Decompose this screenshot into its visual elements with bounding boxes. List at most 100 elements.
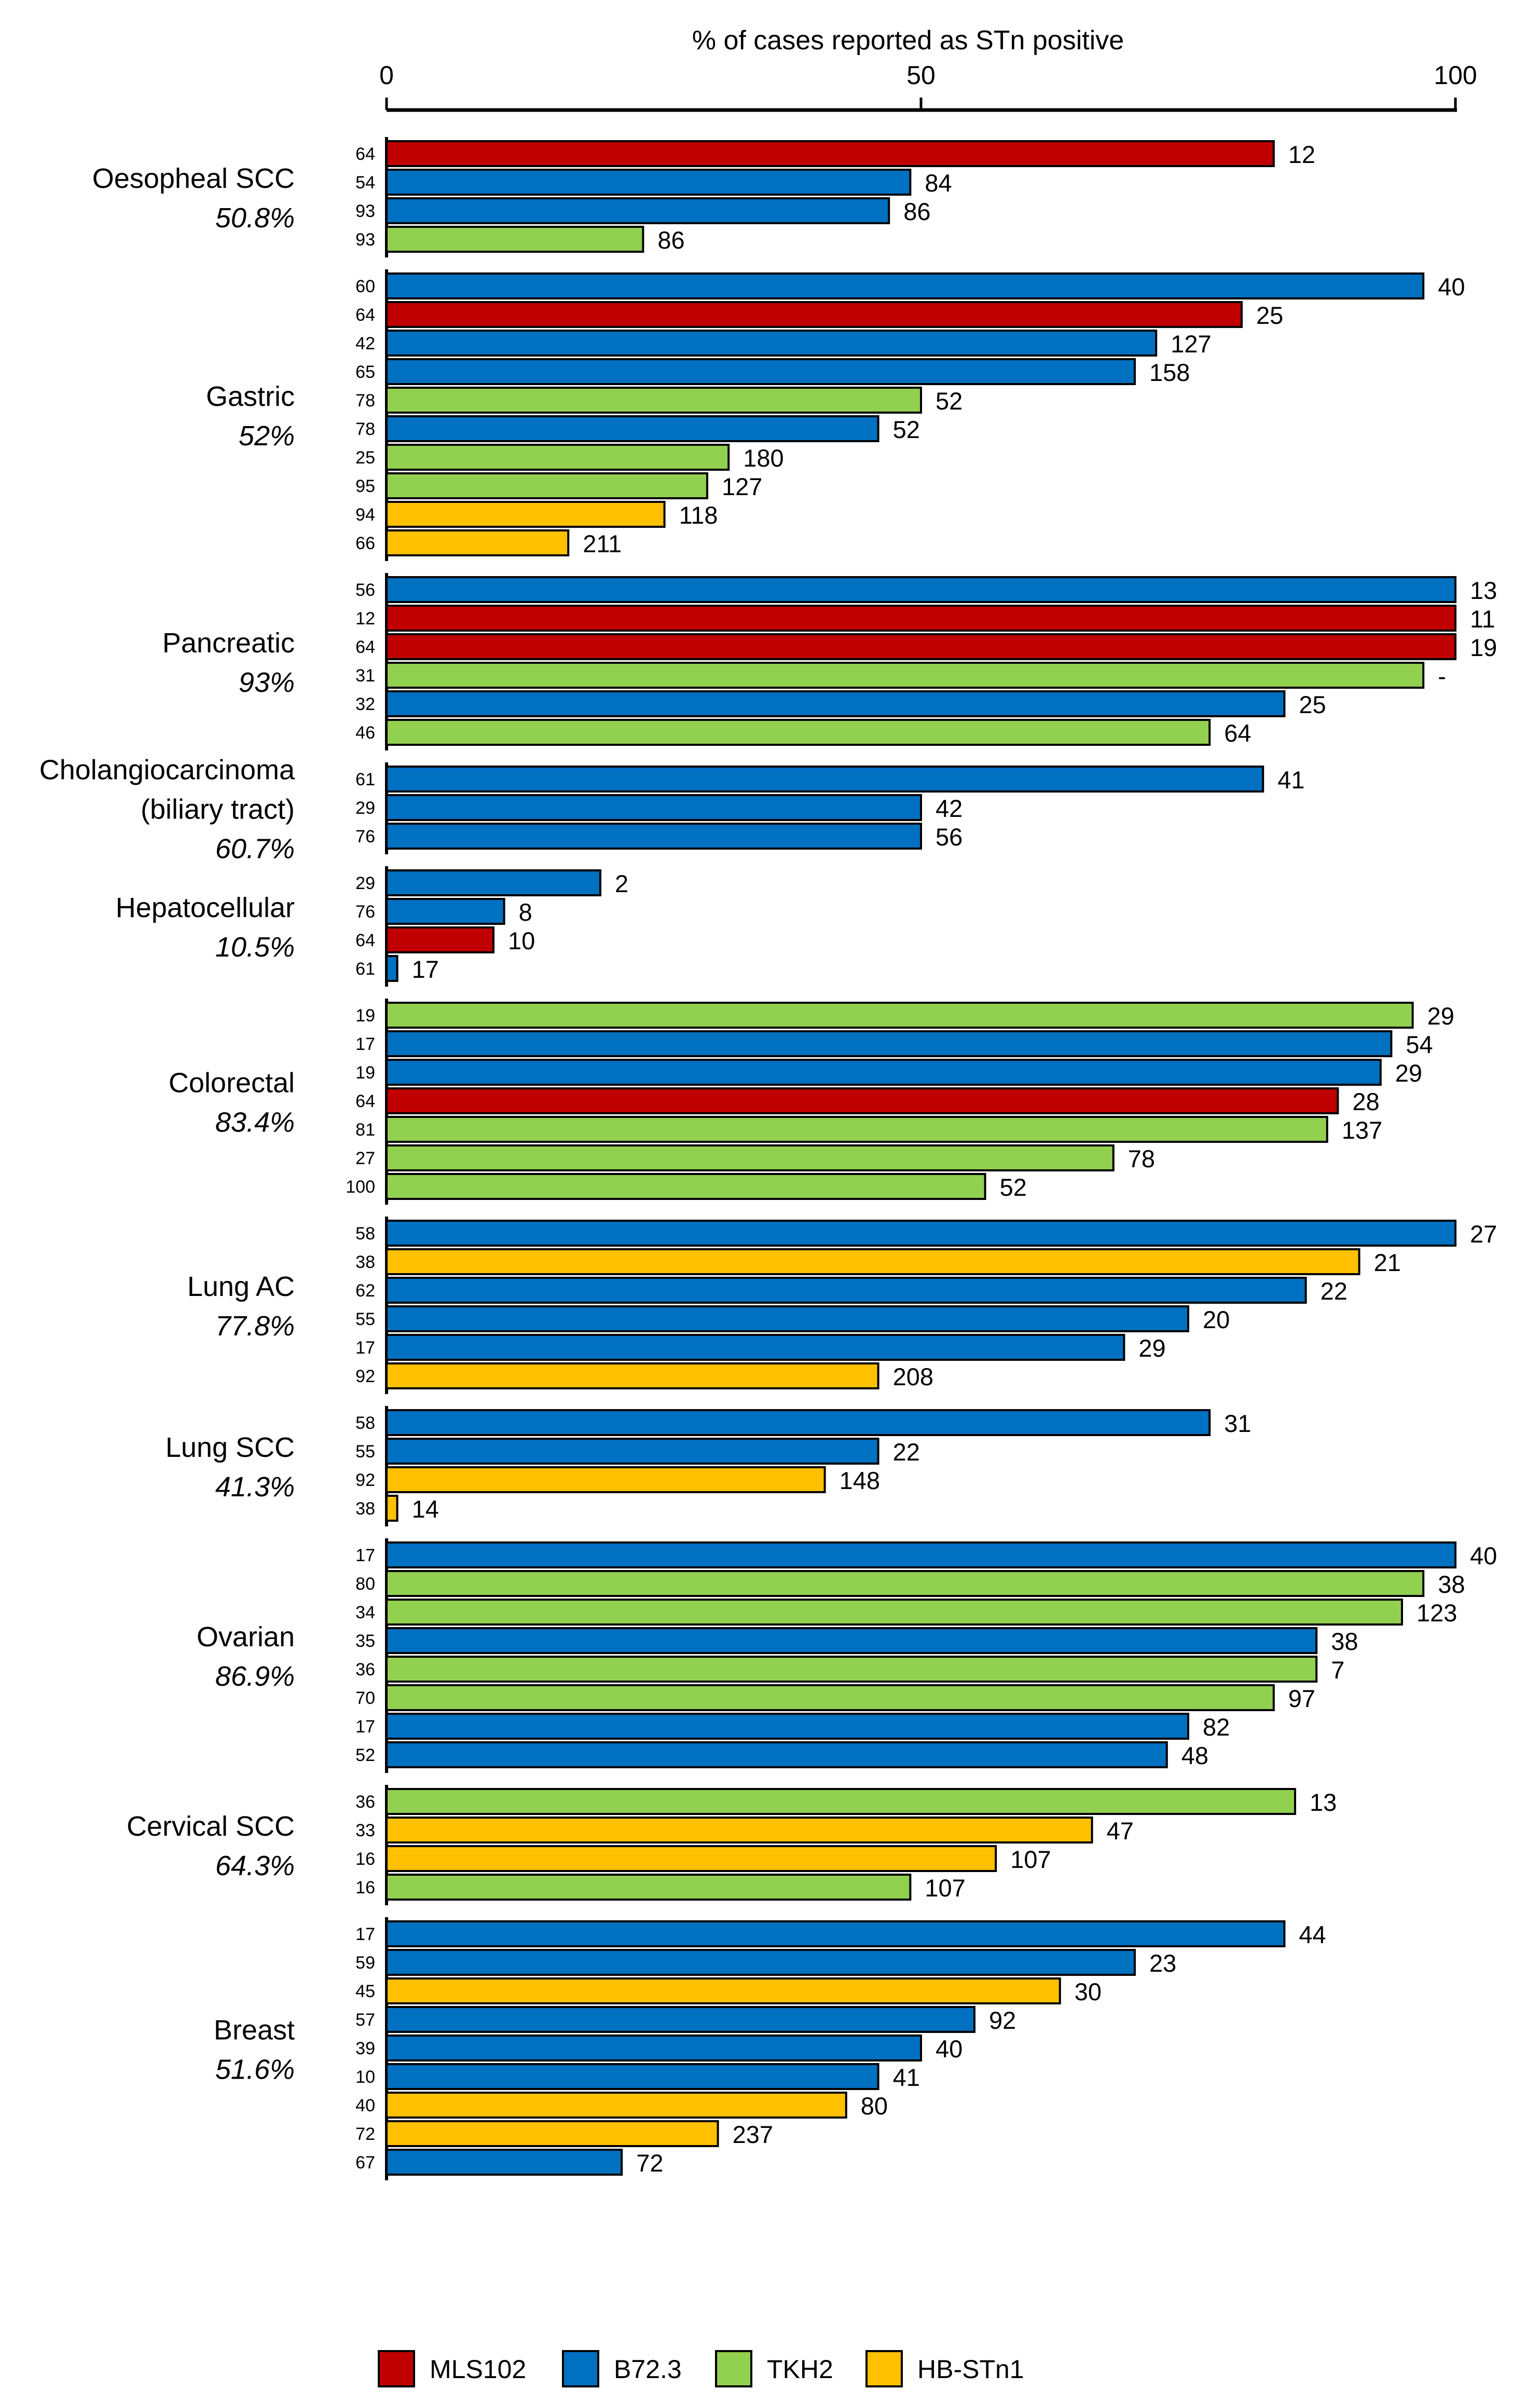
- bar-n-label-9-3: 107: [925, 1874, 965, 1902]
- bar-6-5: [386, 1362, 879, 1389]
- bar-n-label-8-5: 97: [1288, 1685, 1315, 1712]
- group-pct-7: 41.3%: [215, 1471, 295, 1503]
- bar-ref-label-10-4: 39: [355, 2039, 375, 2058]
- group-pct-4: 10.5%: [215, 932, 295, 963]
- bar-n-label-5-2: 29: [1395, 1059, 1422, 1087]
- bar-ref-label-8-5: 70: [355, 1688, 375, 1708]
- bar-4-0: [386, 869, 601, 896]
- bar-0-0: [386, 140, 1275, 167]
- bar-6-1: [386, 1248, 1360, 1275]
- bar-n-label-2-1: 11: [1470, 605, 1495, 633]
- group-pct-8: 86.9%: [215, 1661, 295, 1692]
- bar-ref-label-1-0: 60: [355, 277, 375, 296]
- bar-1-0: [386, 272, 1425, 299]
- group-name-6: Lung AC: [187, 1271, 295, 1302]
- bar-2-5: [386, 719, 1211, 746]
- bar-5-6: [386, 1173, 986, 1200]
- bar-1-4: [386, 387, 922, 414]
- bar-ref-label-6-1: 38: [355, 1252, 375, 1272]
- bar-ref-label-10-1: 59: [355, 1953, 375, 1973]
- group-pct-0: 50.8%: [215, 202, 295, 234]
- bar-ref-label-4-2: 64: [355, 931, 375, 950]
- bar-ref-label-10-7: 72: [355, 2124, 375, 2144]
- bar-ref-label-4-0: 29: [355, 873, 375, 893]
- bar-n-label-5-5: 78: [1128, 1145, 1155, 1172]
- bar-1-2: [386, 330, 1158, 357]
- bar-10-4: [386, 2035, 922, 2061]
- group-name-5: Colorectal: [169, 1068, 295, 1099]
- bar-1-3: [386, 358, 1136, 385]
- bar-ref-label-10-0: 17: [355, 1924, 375, 1944]
- bar-n-label-10-0: 44: [1299, 1921, 1326, 1948]
- bar-ref-label-5-3: 64: [355, 1091, 375, 1111]
- bar-5-1: [386, 1030, 1393, 1057]
- bar-ref-label-5-2: 19: [355, 1063, 375, 1083]
- bar-n-label-8-4: 7: [1331, 1656, 1344, 1684]
- bar-ref-label-2-2: 64: [355, 637, 375, 657]
- bar-n-label-6-1: 21: [1374, 1249, 1401, 1276]
- bar-1-9: [386, 529, 570, 556]
- bar-n-label-7-3: 14: [412, 1495, 439, 1523]
- bar-ref-label-3-1: 29: [355, 798, 375, 818]
- bar-2-1: [386, 605, 1456, 632]
- bar-n-label-1-3: 158: [1149, 359, 1190, 386]
- legend-label-1: B72.3: [614, 2355, 682, 2384]
- bar-5-2: [386, 1059, 1382, 1086]
- bar-ref-label-9-1: 33: [355, 1821, 375, 1840]
- bar-n-label-5-3: 28: [1352, 1088, 1379, 1115]
- bar-4-3: [386, 955, 398, 982]
- bar-ref-label-0-2: 93: [355, 201, 375, 221]
- bar-ref-label-1-5: 78: [355, 419, 375, 439]
- bar-6-0: [386, 1220, 1456, 1247]
- bar-n-label-8-3: 38: [1331, 1628, 1358, 1655]
- group-pct-9: 64.3%: [215, 1850, 295, 1881]
- bar-ref-label-1-4: 78: [355, 391, 375, 411]
- bar-5-3: [386, 1087, 1339, 1114]
- bar-1-1: [386, 301, 1243, 328]
- group-pct-2: 93%: [239, 667, 295, 698]
- bar-10-6: [386, 2092, 847, 2119]
- bar-7-0: [386, 1409, 1211, 1436]
- bar-ref-label-6-0: 58: [355, 1224, 375, 1244]
- bar-ref-label-2-5: 46: [355, 723, 375, 743]
- bar-n-label-7-0: 31: [1224, 1410, 1251, 1437]
- bar-5-0: [386, 1002, 1414, 1029]
- bar-ref-label-8-2: 34: [355, 1603, 375, 1622]
- bar-3-2: [386, 823, 922, 850]
- bar-n-label-2-4: 25: [1299, 691, 1326, 718]
- group-pct-1: 52%: [239, 420, 295, 452]
- bar-3-1: [386, 794, 922, 821]
- bar-ref-label-7-0: 58: [355, 1413, 375, 1433]
- bar-5-5: [386, 1144, 1115, 1171]
- bar-n-label-0-3: 86: [657, 226, 684, 254]
- bar-0-1: [386, 169, 912, 196]
- bar-n-label-10-6: 80: [861, 2092, 888, 2120]
- bar-ref-label-6-5: 92: [355, 1367, 375, 1386]
- bar-1-5: [386, 415, 879, 442]
- bar-n-label-8-1: 38: [1438, 1571, 1465, 1598]
- bar-n-label-4-2: 10: [508, 927, 535, 954]
- bar-ref-label-1-7: 95: [355, 476, 375, 496]
- legend-swatch-3: [865, 2350, 903, 2387]
- x-axis-title: % of cases reported as STn positive: [692, 25, 1124, 56]
- bar-ref-label-5-4: 81: [355, 1120, 375, 1140]
- bar-ref-label-10-8: 67: [355, 2153, 375, 2173]
- bar-1-8: [386, 501, 666, 528]
- bar-ref-label-5-1: 17: [355, 1034, 375, 1054]
- bar-n-label-9-1: 47: [1107, 1817, 1134, 1845]
- bar-n-label-3-0: 41: [1277, 766, 1304, 794]
- legend-swatch-2: [715, 2350, 752, 2387]
- bar-n-label-10-3: 92: [989, 2006, 1016, 2034]
- bar-n-label-6-2: 22: [1321, 1277, 1348, 1305]
- bar-n-label-1-1: 25: [1256, 302, 1283, 329]
- bar-ref-label-4-3: 61: [355, 959, 375, 979]
- bar-ref-label-1-6: 25: [355, 448, 375, 468]
- bar-ref-label-7-1: 55: [355, 1442, 375, 1462]
- group-name-7: Lung SCC: [166, 1432, 295, 1463]
- bar-8-6: [386, 1713, 1189, 1740]
- bar-ref-label-1-8: 94: [355, 505, 375, 525]
- bar-7-3: [386, 1495, 398, 1522]
- bar-8-5: [386, 1684, 1275, 1711]
- x-axis: 0 50 100: [379, 61, 1477, 112]
